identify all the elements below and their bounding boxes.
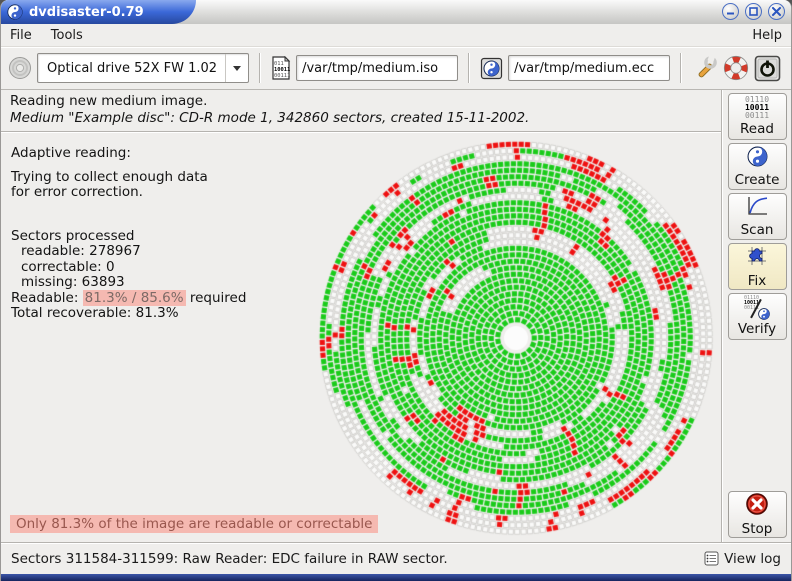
main-area: Reading new medium image. Medium "Exampl… <box>1 90 723 542</box>
menu-tools[interactable]: Tools <box>50 27 83 43</box>
view-log-button[interactable]: View log <box>704 551 781 567</box>
stop-label: Stop <box>741 521 773 537</box>
disc-sector-map <box>299 137 723 539</box>
drive-select-arrow[interactable] <box>225 54 248 82</box>
statusbar: Sectors 311584-311599: Raw Reader: EDC f… <box>1 542 791 574</box>
desc-line1: Trying to collect enough data <box>11 168 208 185</box>
total-recoverable-row: Total recoverable: 81.3% <box>11 305 179 321</box>
svg-text:00111: 00111 <box>274 73 290 79</box>
sectors-title: Sectors processed <box>11 227 135 244</box>
readable-row: readable: 278967 <box>21 243 141 259</box>
menu-file[interactable]: File <box>10 27 32 43</box>
log-list-icon <box>704 551 719 566</box>
menu-help[interactable]: Help <box>752 27 782 43</box>
missing-row: missing: 63893 <box>21 274 125 290</box>
minimize-button[interactable] <box>722 3 739 20</box>
help-lifesaver-button[interactable] <box>723 55 749 81</box>
quit-power-button[interactable] <box>754 55 781 82</box>
preferences-wrench-button[interactable] <box>692 55 718 81</box>
sidebar: 01110 10011 00111 Read Create <box>722 90 791 542</box>
window-bottom-border <box>1 574 791 581</box>
yinyang-icon <box>747 146 768 171</box>
cd-drive-icon <box>8 56 32 80</box>
header-line2: Medium "Example disc": CD-R mode 1, 3428… <box>10 110 530 126</box>
toolbar-separator <box>259 53 262 83</box>
curve-graph-icon <box>745 195 769 221</box>
ecc-file-icon <box>480 57 503 80</box>
warning-banner: Only 81.3% of the image are readable or … <box>10 515 379 533</box>
scan-button[interactable]: Scan <box>727 193 787 240</box>
scan-label: Scan <box>740 222 774 238</box>
correctable-row: correctable: 0 <box>21 258 115 275</box>
read-button[interactable]: 01110 10011 00111 Read <box>727 93 787 140</box>
toolbar-separator <box>468 53 471 83</box>
fix-button[interactable]: Fix <box>727 243 787 290</box>
statusbar-message: Sectors 311584-311599: Raw Reader: EDC f… <box>11 550 448 567</box>
drive-select[interactable]: Optical drive 52X FW 1.02 <box>37 53 250 83</box>
maximize-button[interactable] <box>745 3 762 20</box>
titlebar: dvdisaster-0.79 <box>1 0 791 24</box>
view-log-label: View log <box>724 550 781 567</box>
puzzle-piece-icon <box>745 244 769 272</box>
titlebar-active-tab[interactable]: dvdisaster-0.79 <box>1 0 196 24</box>
window-title: dvdisaster-0.79 <box>29 4 144 20</box>
verify-label: Verify <box>737 321 777 337</box>
toolbar-separator <box>680 53 683 83</box>
menubar: File Tools Help <box>1 24 791 47</box>
app-yinyang-icon <box>7 4 23 20</box>
binary-icon: 01110 10011 00111 <box>744 95 770 120</box>
stop-button[interactable]: Stop <box>727 491 787 538</box>
create-button[interactable]: Create <box>727 143 787 190</box>
verify-button[interactable]: 01110 10011 00111 Verify <box>727 293 787 340</box>
body-row: Reading new medium image. Medium "Exampl… <box>1 90 791 542</box>
header-status: Reading new medium image. Medium "Exampl… <box>1 90 721 132</box>
fix-label: Fix <box>747 273 767 289</box>
window-controls <box>722 3 785 20</box>
mode-label: Adaptive reading: <box>11 145 131 161</box>
readable-pct-row: Readable: 81.3% / 85.6% required <box>11 289 247 306</box>
svg-text:10011: 10011 <box>274 67 290 73</box>
toolbar: Optical drive 52X FW 1.02 011 10011 0011… <box>1 47 791 90</box>
read-label: Read <box>740 121 774 137</box>
drive-select-value: Optical drive 52X FW 1.02 <box>47 60 218 76</box>
desc-line2: for error correction. <box>11 184 143 200</box>
iso-file-icon: 011 10011 00111 <box>271 56 291 80</box>
close-button[interactable] <box>768 3 785 20</box>
ecc-path-input[interactable] <box>508 55 671 81</box>
readable-pct-highlight: 81.3% / 85.6% <box>82 289 186 306</box>
svg-text:011: 011 <box>274 61 284 67</box>
stop-x-icon <box>745 492 769 520</box>
verify-compare-icon: 01110 10011 00111 <box>744 296 770 320</box>
reading-status-panel: Adaptive reading: Trying to collect enou… <box>11 145 247 322</box>
content-area: Adaptive reading: Trying to collect enou… <box>1 137 723 542</box>
header-line1: Reading new medium image. <box>10 93 208 109</box>
iso-path-input[interactable] <box>296 55 459 81</box>
chevron-down-icon <box>233 65 242 71</box>
create-label: Create <box>734 171 780 188</box>
